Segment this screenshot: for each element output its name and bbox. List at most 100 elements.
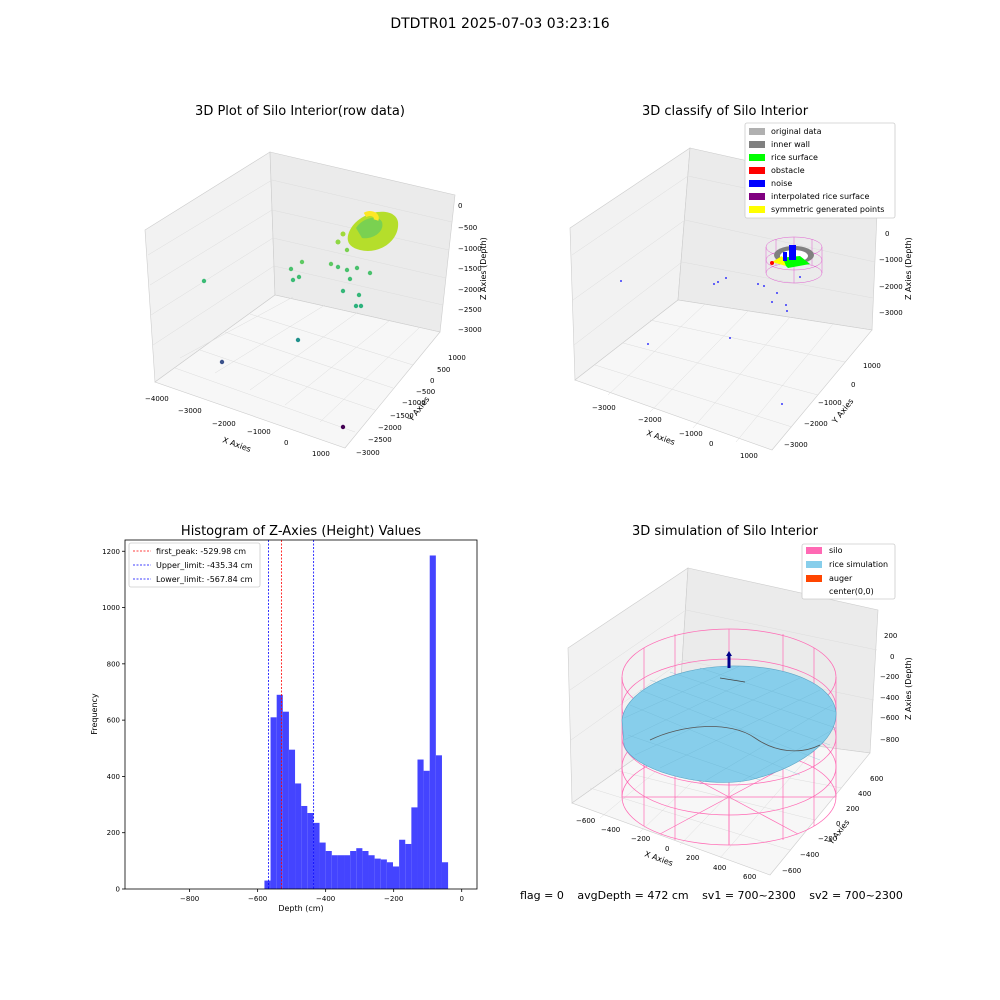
- histogram-bars: [264, 555, 449, 889]
- histogram-bar: [350, 851, 357, 889]
- z-tick: −800: [880, 736, 899, 744]
- z-tick: 0: [890, 653, 894, 661]
- histogram-bar: [295, 783, 302, 889]
- z-tick: −2000: [458, 286, 482, 294]
- status-footer: flag = 0 avgDepth = 472 cm sv1 = 700~230…: [520, 889, 913, 902]
- classify-3d-scatter-plot: −3000 −2000 −1000 0 1000 X Axies 1000 0 …: [569, 122, 913, 460]
- histogram-bar: [282, 711, 289, 889]
- y-tick: 1000: [863, 362, 881, 370]
- legend-label: silo: [829, 546, 843, 555]
- legend-label: Lower_limit: -567.84 cm: [156, 575, 253, 584]
- panel1-x-ticks: −4000 −3000 −2000 −1000 0 1000: [145, 395, 330, 458]
- scatter-point: [340, 424, 346, 430]
- y-tick: 500: [437, 366, 450, 374]
- histogram-bar: [264, 880, 271, 889]
- x-tick: −4000: [145, 395, 169, 403]
- histogram-bar: [313, 822, 320, 889]
- y-tick: 0: [836, 820, 840, 828]
- z-tick: 200: [884, 632, 897, 640]
- scatter-point: [353, 303, 359, 309]
- z-tick: −3000: [879, 309, 903, 317]
- x-axis-label: X Axies: [645, 428, 676, 447]
- histogram-bar: [288, 749, 296, 889]
- histogram-bar: [356, 848, 363, 889]
- z-tick: −500: [458, 224, 477, 232]
- x-tick: 200: [686, 854, 699, 862]
- panel3-title: Histogram of Z-Axies (Height) Values: [180, 524, 422, 539]
- x-tick: 0: [284, 439, 288, 447]
- legend-swatch-obstacle: [749, 167, 765, 174]
- x-tick: −3000: [178, 407, 202, 415]
- histogram-frame: [124, 539, 478, 890]
- histogram-y-ticks: 0 200 400 600 800 1000 1200: [102, 548, 125, 894]
- scatter-point: [219, 359, 225, 365]
- simulation-3d-plot: −600 −400 −200 0 200 400 600 X Axies 600…: [567, 543, 913, 881]
- rice-surface-mesh: [623, 665, 837, 785]
- legend-label: rice surface: [771, 153, 818, 162]
- z-axis-label: Z Axies (Depth): [904, 237, 913, 300]
- y-tick: 600: [870, 775, 883, 783]
- x-tick: 0: [709, 440, 713, 448]
- z-tick: −2500: [458, 306, 482, 314]
- avg-depth-text: avgDepth = 472 cm: [577, 889, 689, 902]
- scatter-point: [354, 265, 360, 271]
- y-tick: 200: [846, 805, 859, 813]
- y-tick: −200: [818, 835, 837, 843]
- y-tick-label: 1200: [102, 548, 120, 556]
- x-tick-label: −400: [316, 895, 335, 903]
- x-tick-label: 0: [459, 895, 463, 903]
- histogram-bar: [276, 694, 283, 889]
- x-tick: −3000: [592, 404, 616, 412]
- scatter-point: [299, 259, 305, 265]
- histogram-bar: [301, 805, 308, 889]
- panel4-z-ticks: 200 0 −200 −400 −600 −800: [880, 632, 899, 744]
- x-tick: 0: [665, 845, 669, 853]
- legend-label: center(0,0): [829, 587, 874, 596]
- y-tick: 1000: [448, 354, 466, 362]
- y-tick: −1500: [390, 412, 414, 420]
- y-tick: −2000: [378, 424, 402, 432]
- scatter-point: [340, 231, 346, 237]
- obstacle-points: [770, 261, 774, 265]
- scatter-point: [340, 288, 346, 294]
- legend-label: auger: [829, 574, 853, 583]
- scatter-point: [344, 247, 350, 253]
- legend-swatch-inner-wall: [749, 141, 765, 148]
- scatter-point: [288, 266, 294, 272]
- y-tick: −2000: [804, 420, 828, 428]
- z-tick: 0: [458, 202, 462, 210]
- y-tick: 0: [430, 377, 434, 385]
- legend-label: Upper_limit: -435.34 cm: [156, 561, 253, 570]
- y-tick: −600: [782, 867, 801, 875]
- figure-title: DTDTR01 2025-07-03 03:23:16: [390, 16, 610, 32]
- x-tick: −600: [576, 817, 595, 825]
- z-tick: −2000: [879, 283, 903, 291]
- histogram-bar: [368, 855, 375, 889]
- x-tick-label: −800: [180, 895, 199, 903]
- y-tick: −400: [800, 851, 819, 859]
- legend-label: interpolated rice surface: [771, 192, 869, 201]
- legend-swatch-silo: [806, 547, 822, 554]
- histogram-y-label: Frequency: [90, 693, 99, 735]
- histogram-bar: [325, 851, 332, 889]
- legend-label: first_peak: -529.98 cm: [156, 547, 246, 556]
- flag-text: flag = 0: [520, 889, 564, 902]
- histogram-bar: [441, 862, 449, 889]
- scatter-point: [328, 261, 334, 267]
- histogram-chart: 0 200 400 600 800 1000 1200 −800 −600 −400 −200 0 …: [90, 539, 478, 913]
- x-tick: 400: [713, 864, 726, 872]
- scatter-point: [347, 276, 353, 282]
- noise-points: [789, 245, 796, 260]
- scatter-point: [356, 292, 362, 298]
- histogram-bar: [417, 759, 424, 889]
- panel4-y-ticks: 600 400 200 0 −200 −400 −600: [782, 775, 883, 875]
- legend-swatch-auger: [806, 575, 822, 582]
- z-tick: −600: [880, 714, 899, 722]
- x-tick: −2000: [212, 420, 236, 428]
- panel4-legend: silo rice simulation auger center(0,0): [801, 543, 896, 600]
- scatter-point: [201, 278, 207, 284]
- panel2-points: [620, 236, 823, 405]
- scatter-point: [335, 239, 341, 245]
- legend-label: noise: [771, 179, 792, 188]
- scatter-point: [367, 270, 373, 276]
